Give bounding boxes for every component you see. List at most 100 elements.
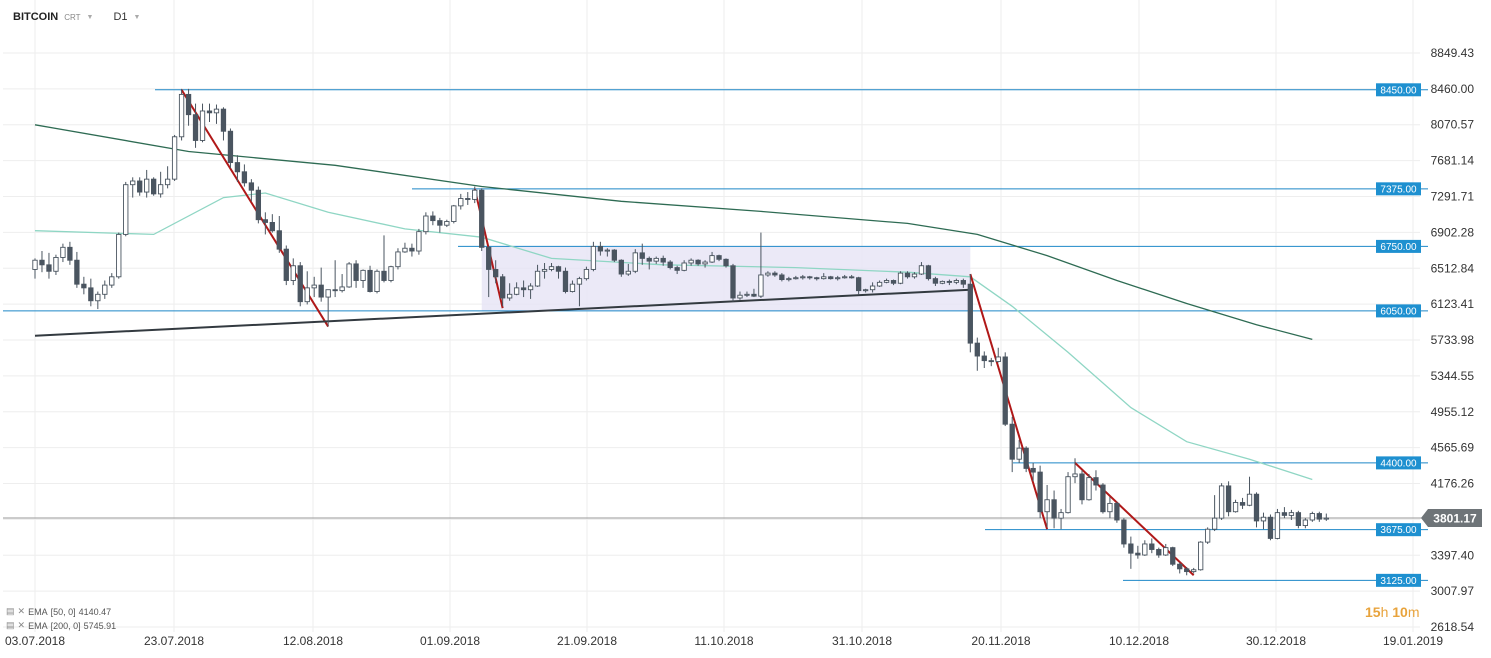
candle-body: [604, 249, 611, 252]
candle: [513, 282, 520, 296]
level-tag-bg: [1376, 523, 1421, 537]
timeframe-label[interactable]: D1: [113, 11, 128, 23]
trendline-dark: [34, 288, 971, 337]
candle: [730, 263, 736, 302]
candle-body: [1198, 541, 1204, 571]
y-tick-label: 7681.14: [1431, 154, 1475, 168]
candle-body: [164, 178, 171, 186]
candle-body: [137, 180, 143, 193]
candle: [849, 274, 855, 279]
candle-body: [339, 286, 345, 292]
candle-body: [500, 276, 506, 299]
symbol-label[interactable]: BITCOIN: [13, 11, 59, 23]
indicator-settings-icon[interactable]: ▤: [6, 606, 15, 616]
candle: [472, 186, 478, 204]
candle-body: [1309, 513, 1315, 521]
remove-indicator-icon[interactable]: ✕: [17, 620, 26, 630]
symbol-dropdown-icon[interactable]: ▼: [86, 13, 94, 21]
candle: [1218, 483, 1225, 521]
candle-body: [702, 261, 708, 265]
candle: [1191, 567, 1197, 574]
candle: [862, 288, 869, 293]
x-tick-label: 31.10.2018: [832, 634, 892, 648]
candle: [988, 357, 994, 367]
candle: [953, 278, 960, 285]
candle: [1093, 470, 1099, 491]
level-tag-bg: [1376, 573, 1421, 587]
legend-ema50: ▤ ✕ EMA [50, 0] 4140.47: [6, 606, 111, 617]
candle: [1051, 490, 1057, 529]
trendline-red: [180, 89, 330, 328]
candle: [1023, 446, 1029, 473]
timeframe-dropdown-icon[interactable]: ▼: [133, 13, 141, 21]
candle-body: [46, 264, 52, 272]
candle: [1225, 481, 1232, 517]
candle: [130, 177, 136, 198]
candle-body: [493, 268, 499, 278]
candle-body: [1281, 512, 1288, 516]
candle-body: [1135, 552, 1141, 556]
candle: [1030, 462, 1036, 482]
candle: [1288, 509, 1295, 521]
remove-indicator-icon[interactable]: ✕: [17, 606, 26, 616]
candle: [995, 347, 1001, 363]
candle-body: [862, 289, 869, 292]
candle: [1323, 513, 1329, 521]
x-tick-label: 12.08.2018: [283, 634, 343, 648]
candle-body: [102, 284, 108, 295]
candle-body: [325, 289, 331, 298]
candle: [1002, 352, 1008, 427]
candle: [639, 243, 645, 265]
candle-body: [876, 281, 883, 287]
candle: [311, 276, 317, 298]
candle: [206, 103, 213, 123]
candle: [423, 212, 429, 235]
x-tick-label: 10.12.2018: [1109, 634, 1169, 648]
candle: [451, 204, 457, 224]
candle-body: [199, 110, 206, 141]
candle: [276, 216, 282, 253]
candle: [1086, 473, 1092, 501]
candle-body: [849, 276, 855, 279]
candle: [1163, 543, 1169, 556]
candle-body: [1051, 499, 1057, 519]
source-label: CRT: [64, 12, 81, 22]
level-tag-bg: [1376, 239, 1421, 253]
candle-body: [737, 294, 743, 299]
candle-body: [904, 272, 911, 278]
candle: [946, 279, 953, 286]
candle-body: [1204, 528, 1211, 543]
candle-body: [967, 283, 973, 344]
indicator-settings-icon[interactable]: ▤: [6, 620, 15, 630]
candle: [1281, 507, 1288, 519]
level-tag-label: 3125.00: [1380, 576, 1417, 587]
candle: [646, 256, 652, 270]
candle: [39, 251, 45, 273]
candle: [939, 280, 946, 285]
candle-body: [1107, 502, 1113, 513]
candle: [709, 251, 715, 263]
candle: [353, 260, 359, 288]
candle: [164, 166, 171, 189]
grid: [3, 0, 1420, 632]
level-tag-label: 6050.00: [1380, 306, 1417, 317]
candle: [883, 278, 890, 284]
candle: [1184, 566, 1190, 576]
candle: [67, 241, 73, 265]
candle-body: [1232, 502, 1239, 513]
candle: [325, 289, 331, 327]
candle-body: [911, 273, 918, 278]
candle-body: [932, 278, 939, 284]
candle-body: [625, 270, 631, 275]
candle-body: [318, 284, 324, 298]
candle: [95, 291, 101, 310]
candle: [751, 288, 757, 298]
candle: [137, 177, 143, 196]
candle: [695, 259, 701, 266]
candle-body: [311, 284, 317, 289]
candle: [779, 273, 785, 282]
candle-body: [688, 259, 694, 264]
candle: [967, 274, 973, 353]
candle-body: [1253, 493, 1260, 522]
